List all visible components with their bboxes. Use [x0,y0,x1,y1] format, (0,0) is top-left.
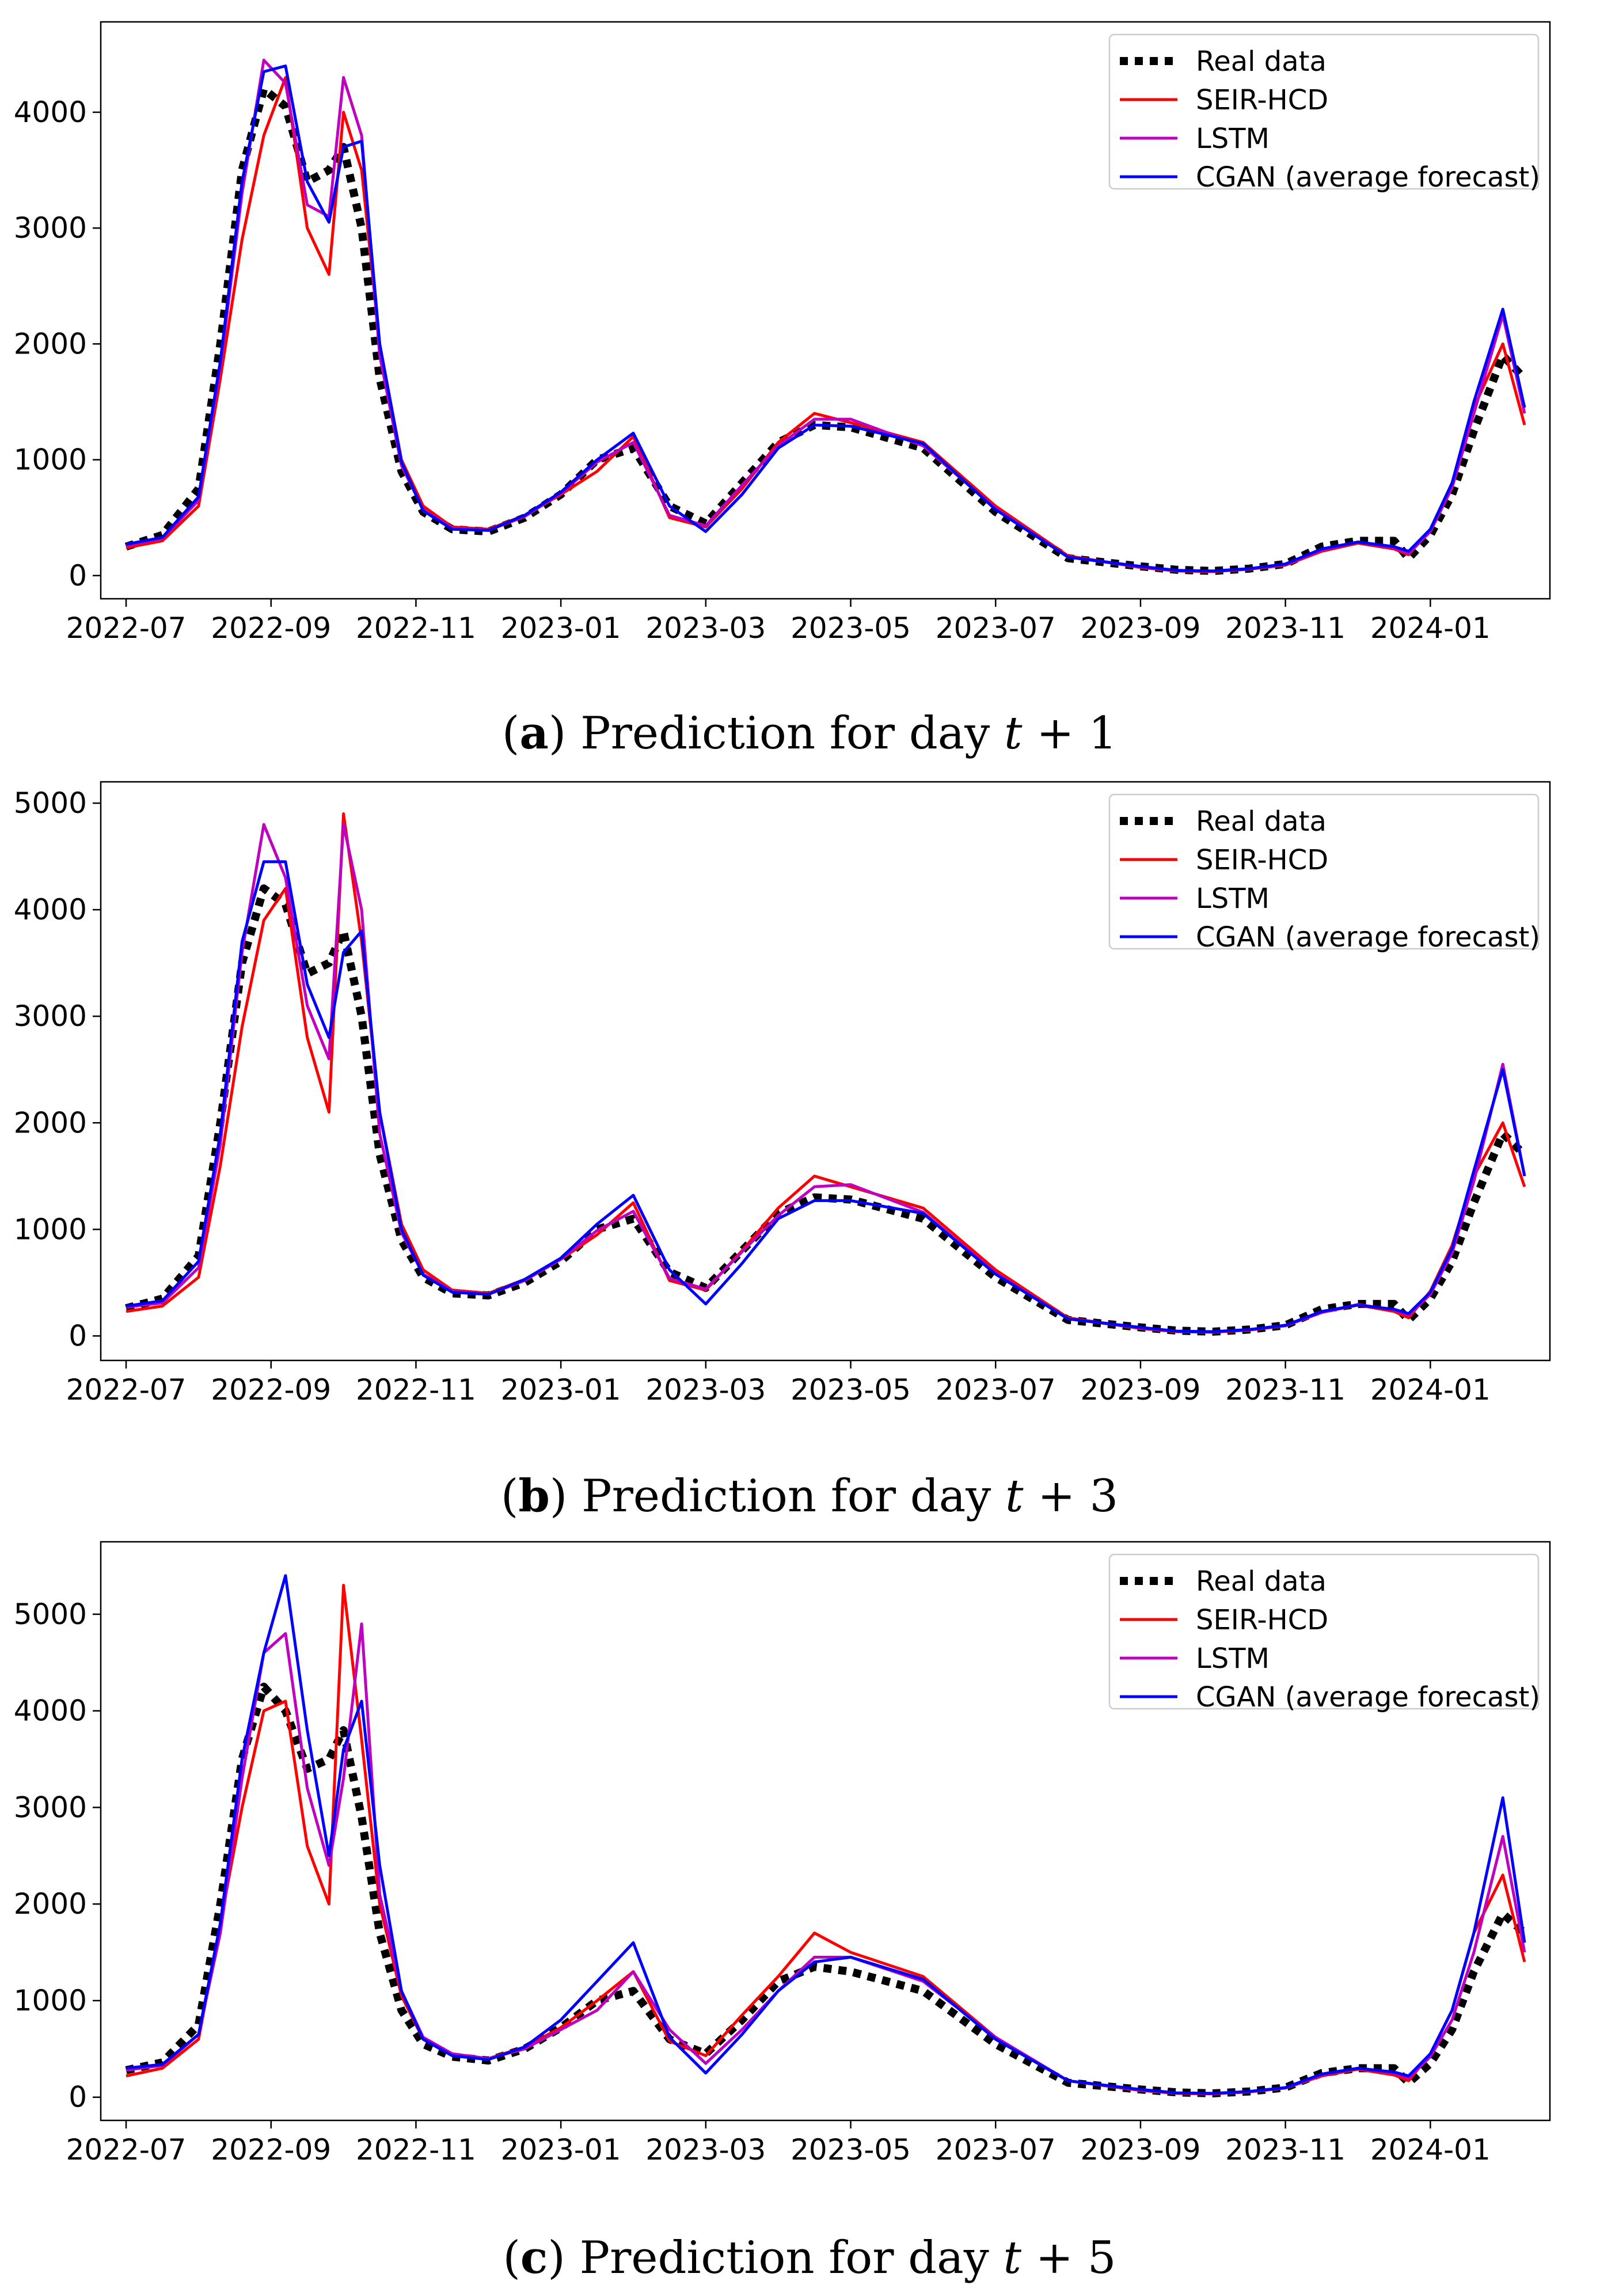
x-tick-label: 2023-05 [791,2133,911,2166]
legend-label: LSTM [1196,883,1270,915]
x-tick-label: 2024-01 [1370,611,1491,645]
legend-label: Real data [1196,1565,1327,1598]
y-tick-label: 0 [69,1319,87,1352]
x-tick-label: 2022-11 [356,1373,476,1407]
x-tick-label: 2023-07 [936,1373,1056,1407]
legend-label: CGAN (average forecast) [1196,161,1540,193]
x-tick-label: 2022-09 [211,1373,331,1407]
y-tick-label: 3000 [14,999,87,1033]
x-tick-label: 2023-03 [645,2133,766,2166]
y-tick-label: 0 [69,559,87,592]
legend-label: CGAN (average forecast) [1196,921,1540,953]
x-tick-label: 2022-11 [356,611,476,645]
legend-label: SEIR-HCD [1196,1604,1328,1636]
x-tick-label: 2022-11 [356,2133,476,2166]
x-tick-label: 2023-11 [1225,611,1346,645]
legend: Real data SEIR-HCD LSTM CGAN (average forec… [1108,33,1540,193]
x-tick-label: 2023-05 [791,1373,911,1407]
chart-panel-b: 0 1000 2000 3000 4000 5000 2022-07 2022-09 2022-… [14,781,1551,1522]
y-tick-label: 5000 [14,786,87,820]
legend-label: Real data [1196,45,1327,78]
legend-label: SEIR-HCD [1196,844,1328,876]
plot-frame [100,781,1551,1362]
panel-caption: (a) Prediction for day t + 1 [502,707,1117,759]
y-tick-label: 5000 [14,1598,87,1631]
y-tick-label: 2000 [14,1887,87,1921]
legend-label: CGAN (average forecast) [1196,1681,1540,1713]
y-tick-label: 0 [69,2081,87,2114]
legend: Real data SEIR-HCD LSTM CGAN (average forec… [1108,793,1540,953]
series-line-real-data [124,85,1528,575]
series-line-cgan-average-forecast [126,860,1526,1333]
chart-panel-c: 0 1000 2000 3000 4000 5000 2022-07 2022-09 2022-… [14,1541,1551,2284]
x-tick-label: 2023-07 [936,2133,1056,2166]
legend-box [1108,33,1540,190]
legend-box [1108,1553,1540,1710]
x-tick-label: 2023-03 [645,611,766,645]
y-tick-label: 4000 [14,893,87,926]
x-tick-label: 2022-07 [66,1373,187,1407]
series-line-cgan-average-forecast [126,64,1526,573]
x-tick-label: 2023-09 [1080,2133,1200,2166]
legend: Real data SEIR-HCD LSTM CGAN (average forec… [1108,1553,1540,1713]
chart-panel-a: 0 1000 2000 3000 4000 2022-07 2022-09 2022-11 20… [14,21,1551,759]
legend-label: SEIR-HCD [1196,84,1328,116]
legend-label: LSTM [1196,1643,1270,1675]
plot-frame [100,1541,1551,2122]
plot-frame [100,21,1551,600]
panel-caption: (b) Prediction for day t + 3 [501,1470,1118,1522]
legend-box [1108,793,1540,950]
x-tick-label: 2023-01 [501,2133,621,2166]
x-tick-label: 2022-09 [211,2133,331,2166]
x-tick-label: 2023-11 [1225,1373,1346,1407]
x-tick-label: 2022-09 [211,611,331,645]
y-tick-label: 4000 [14,96,87,129]
x-tick-label: 2023-03 [645,1373,766,1407]
x-tick-label: 2024-01 [1370,2133,1491,2166]
x-tick-label: 2023-07 [936,611,1056,645]
x-tick-label: 2023-05 [791,611,911,645]
y-tick-label: 2000 [14,1106,87,1139]
legend-label: Real data [1196,805,1327,838]
y-tick-label: 4000 [14,1694,87,1728]
y-tick-label: 1000 [14,1984,87,2017]
y-tick-label: 1000 [14,1212,87,1246]
y-tick-label: 1000 [14,443,87,477]
x-tick-label: 2023-09 [1080,1373,1200,1407]
x-tick-label: 2023-01 [501,611,621,645]
series-line-cgan-average-forecast [126,1574,1526,2095]
x-tick-label: 2022-07 [66,2133,187,2166]
x-tick-label: 2023-01 [501,1373,621,1407]
series-line-real-data [125,1682,1527,2097]
x-tick-label: 2023-11 [1225,2133,1346,2166]
y-tick-label: 2000 [14,327,87,360]
legend-label: LSTM [1196,123,1270,155]
x-tick-label: 2024-01 [1370,1373,1491,1407]
x-tick-label: 2023-09 [1080,611,1200,645]
panel-caption: (c) Prediction for day t + 5 [503,2232,1116,2284]
y-tick-label: 3000 [14,211,87,245]
x-tick-label: 2022-07 [66,611,187,645]
y-tick-label: 3000 [14,1791,87,1824]
